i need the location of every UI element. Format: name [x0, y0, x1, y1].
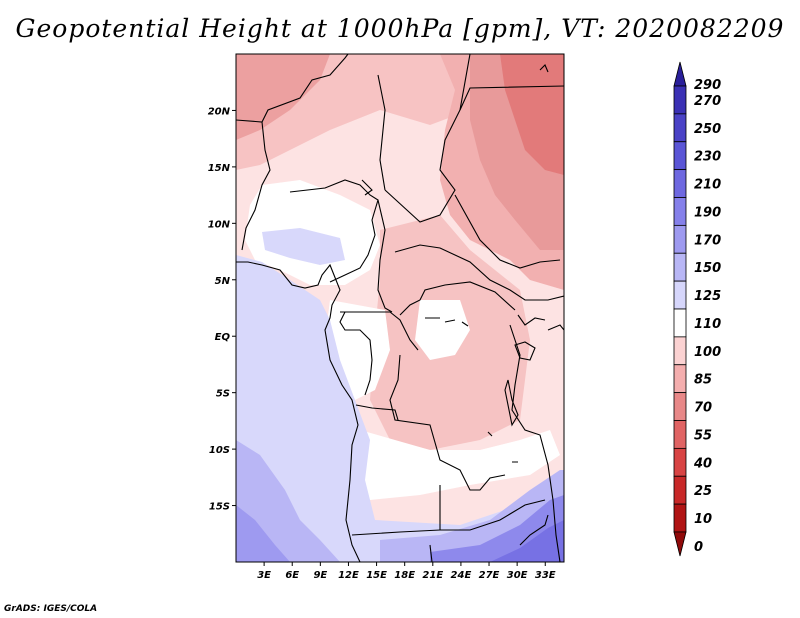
lat-tick-label: 10N — [208, 219, 231, 230]
colorbar-swatch — [673, 392, 687, 421]
lat-tick-label: 20N — [208, 106, 231, 117]
colorbar: 2902702502302101901701501251101008570554… — [673, 61, 721, 557]
colorbar-bottom-arrow — [673, 531, 687, 557]
lon-tick-label: 15E — [366, 570, 387, 581]
lat-tick-label: 5N — [215, 276, 231, 287]
lat-tick-label: 5S — [216, 389, 230, 400]
colorbar-swatch — [673, 141, 687, 171]
colorbar-label: 170 — [694, 233, 721, 248]
colorbar-swatch — [673, 113, 687, 143]
lat-tick-label: 15S — [209, 502, 230, 513]
colorbar-label: 10 — [694, 512, 712, 527]
colorbar-swatch — [673, 503, 687, 533]
colorbar-label: 250 — [694, 122, 721, 137]
lon-tick-label: 18E — [394, 570, 415, 581]
lon-tick-label: 24E — [451, 570, 472, 581]
colorbar-label: 85 — [694, 373, 712, 388]
colorbar-label: 150 — [694, 261, 721, 276]
colorbar-label: 55 — [694, 428, 712, 443]
lon-tick-label: 3E — [257, 570, 271, 581]
colorbar-swatch — [673, 475, 687, 505]
colorbar-label: 290 — [694, 78, 721, 93]
colorbar-label: 125 — [694, 289, 721, 304]
colorbar-swatch — [673, 224, 687, 254]
latitude-ticks: 20N 15N 10N 5N EQ 5S 10S 15S — [208, 106, 236, 513]
lon-tick-label: 33E — [535, 570, 556, 581]
colorbar-swatch — [673, 252, 687, 282]
coastlines-borders — [236, 54, 564, 562]
colorbar-swatch — [673, 308, 687, 338]
colorbar-label: 0 — [694, 540, 703, 555]
colorbar-label: 25 — [694, 484, 712, 499]
lat-tick-label: 15N — [208, 163, 231, 174]
colorbar-top-arrow — [673, 61, 687, 87]
colorbar-label: 190 — [694, 205, 721, 220]
lat-tick-label: EQ — [215, 332, 231, 343]
geopotential-field — [236, 54, 564, 562]
colorbar-swatch — [673, 280, 687, 310]
longitude-ticks: 3E 6E 9E 12E 15E 18E 21E 24E 27E 30E 33E — [257, 562, 556, 581]
colorbar-swatch — [673, 169, 687, 198]
colorbar-label: 100 — [694, 345, 721, 360]
lon-tick-label: 27E — [479, 570, 500, 581]
lon-tick-label: 30E — [507, 570, 528, 581]
lat-tick-label: 10S — [209, 445, 230, 456]
lon-tick-label: 21E — [422, 570, 443, 581]
colorbar-label: 270 — [694, 94, 721, 109]
colorbar-label: 110 — [694, 317, 721, 332]
chart-title: Geopotential Height at 1000hPa [gpm], VT… — [15, 14, 785, 43]
grads-credit: GrADS: IGES/COLA — [4, 604, 98, 614]
colorbar-swatch — [673, 85, 687, 115]
colorbar-swatch — [673, 197, 687, 226]
colorbar-swatch — [673, 420, 687, 449]
colorbar-swatch — [673, 447, 687, 477]
colorbar-label: 210 — [694, 178, 721, 193]
lon-tick-label: 6E — [285, 570, 299, 581]
colorbar-swatch — [673, 336, 687, 366]
lon-tick-label: 9E — [313, 570, 327, 581]
colorbar-swatch — [673, 364, 687, 394]
map-frame — [235, 53, 565, 563]
colorbar-label: 40 — [693, 456, 712, 471]
colorbar-label: 70 — [694, 401, 712, 416]
colorbar-label: 230 — [694, 150, 721, 165]
lon-tick-label: 12E — [338, 570, 359, 581]
